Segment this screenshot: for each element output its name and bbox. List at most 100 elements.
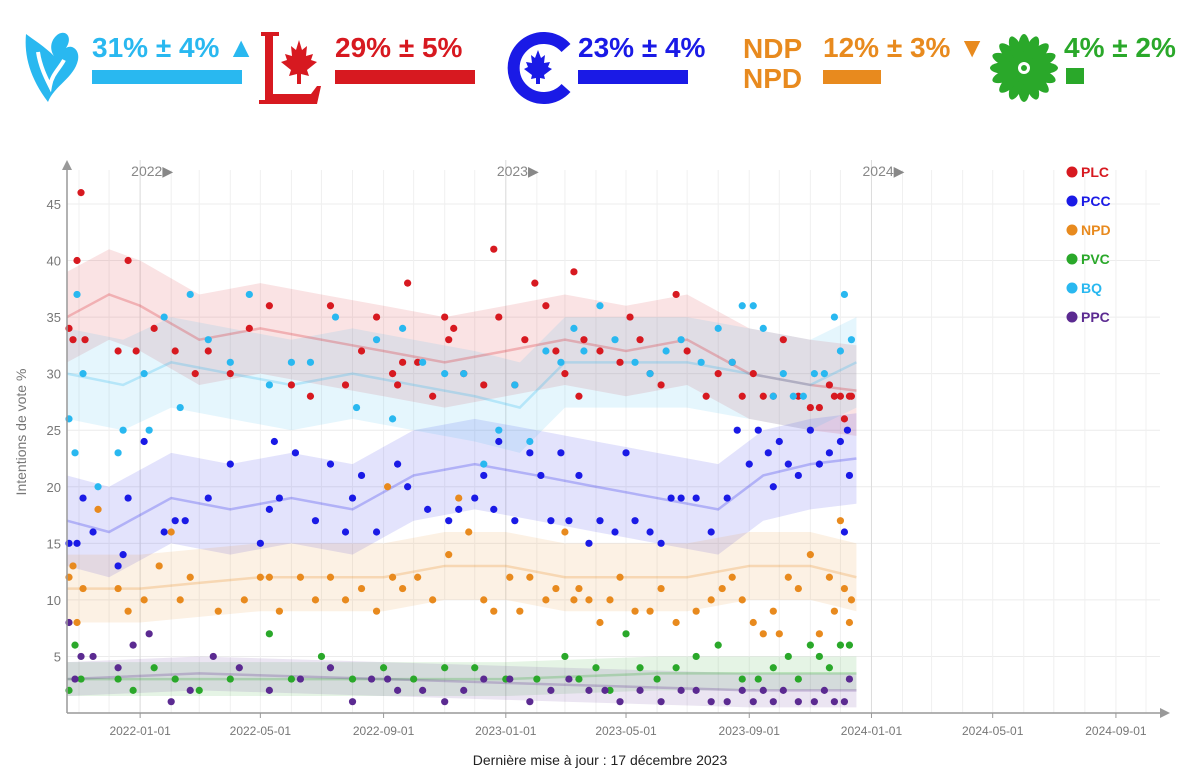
poll-point-pcc[interactable] <box>806 426 814 434</box>
poll-point-plc[interactable] <box>124 256 132 265</box>
poll-point-npd[interactable] <box>728 573 736 581</box>
poll-point-pcc[interactable] <box>394 460 402 468</box>
poll-point-ppc[interactable] <box>186 686 194 694</box>
poll-point-pcc[interactable] <box>707 528 715 536</box>
poll-point-plc[interactable] <box>596 347 604 355</box>
poll-point-ppc[interactable] <box>794 698 802 706</box>
poll-point-pcc[interactable] <box>565 517 573 525</box>
poll-point-pvc[interactable] <box>348 675 357 683</box>
poll-point-bq[interactable] <box>511 381 519 389</box>
poll-point-npd[interactable] <box>794 584 802 593</box>
poll-point-bq[interactable] <box>145 426 153 434</box>
poll-point-plc[interactable] <box>372 313 381 321</box>
poll-point-pvc[interactable] <box>672 664 680 672</box>
poll-point-plc[interactable] <box>552 347 560 355</box>
poll-point-npd[interactable] <box>775 630 783 638</box>
poll-point-pvc[interactable] <box>836 641 845 649</box>
poll-point-ppc[interactable] <box>723 698 731 706</box>
poll-point-plc[interactable] <box>388 370 397 378</box>
poll-point-plc[interactable] <box>191 370 199 378</box>
poll-point-plc[interactable] <box>81 336 89 344</box>
poll-point-plc[interactable] <box>326 302 335 310</box>
poll-point-npd[interactable] <box>692 607 700 615</box>
poll-point-pcc[interactable] <box>204 494 212 502</box>
poll-point-bq[interactable] <box>570 324 578 332</box>
poll-point-bq[interactable] <box>847 336 856 344</box>
poll-point-bq[interactable] <box>372 336 381 344</box>
poll-point-pvc[interactable] <box>317 652 326 661</box>
poll-point-pcc[interactable] <box>723 494 731 502</box>
poll-point-ppc[interactable] <box>657 698 665 706</box>
poll-point-ppc[interactable] <box>419 686 427 694</box>
poll-point-ppc[interactable] <box>601 686 609 694</box>
poll-point-plc[interactable] <box>830 392 839 400</box>
poll-point-bq[interactable] <box>186 290 194 299</box>
poll-point-npd[interactable] <box>806 551 814 559</box>
poll-point-plc[interactable] <box>204 347 212 355</box>
poll-point-bq[interactable] <box>769 392 777 400</box>
poll-point-npd[interactable] <box>357 584 366 593</box>
poll-point-npd[interactable] <box>542 596 550 604</box>
poll-point-npd[interactable] <box>526 573 534 581</box>
poll-point-bq[interactable] <box>114 449 122 457</box>
poll-point-bq[interactable] <box>265 381 273 389</box>
poll-point-npd[interactable] <box>73 618 81 627</box>
poll-point-ppc[interactable] <box>526 698 534 706</box>
poll-point-pvc[interactable] <box>592 664 600 672</box>
poll-point-pvc[interactable] <box>129 686 137 694</box>
poll-point-pvc[interactable] <box>226 675 234 683</box>
poll-point-bq[interactable] <box>799 392 807 400</box>
poll-point-plc[interactable] <box>150 324 158 332</box>
poll-point-pvc[interactable] <box>287 675 296 683</box>
poll-point-ppc[interactable] <box>383 675 392 683</box>
poll-point-plc[interactable] <box>287 381 296 389</box>
poll-point-bq[interactable] <box>245 290 253 299</box>
poll-point-pvc[interactable] <box>784 652 792 661</box>
poll-point-plc[interactable] <box>441 313 449 321</box>
poll-point-npd[interactable] <box>570 596 578 604</box>
poll-point-pcc[interactable] <box>471 494 479 502</box>
poll-point-pvc[interactable] <box>769 664 777 672</box>
poll-point-bq[interactable] <box>677 336 685 344</box>
poll-point-plc[interactable] <box>702 392 710 400</box>
poll-point-pvc[interactable] <box>195 686 203 694</box>
poll-point-npd[interactable] <box>631 607 639 615</box>
poll-point-npd[interactable] <box>616 573 624 581</box>
poll-point-npd[interactable] <box>214 607 222 615</box>
poll-point-pcc[interactable] <box>794 471 802 480</box>
poll-point-plc[interactable] <box>306 392 315 400</box>
poll-point-pcc[interactable] <box>845 471 854 480</box>
poll-point-npd[interactable] <box>383 483 392 491</box>
poll-point-npd[interactable] <box>769 607 777 615</box>
poll-point-npd[interactable] <box>606 596 614 604</box>
poll-point-npd[interactable] <box>815 630 823 638</box>
poll-point-bq[interactable] <box>73 290 81 299</box>
poll-point-plc[interactable] <box>445 336 453 344</box>
poll-point-bq[interactable] <box>714 324 722 332</box>
poll-point-npd[interactable] <box>657 584 665 593</box>
poll-point-pcc[interactable] <box>575 471 583 480</box>
poll-point-plc[interactable] <box>616 358 624 366</box>
poll-point-pcc[interactable] <box>840 528 849 536</box>
poll-point-npd[interactable] <box>845 618 854 627</box>
poll-point-bq[interactable] <box>789 392 797 400</box>
poll-point-plc[interactable] <box>657 381 665 389</box>
poll-point-bq[interactable] <box>495 426 503 434</box>
poll-point-ppc[interactable] <box>820 686 828 694</box>
poll-point-pcc[interactable] <box>784 460 792 468</box>
poll-point-pcc[interactable] <box>357 471 366 480</box>
poll-point-ppc[interactable] <box>547 686 555 694</box>
poll-point-bq[interactable] <box>204 336 212 344</box>
poll-point-pvc[interactable] <box>410 675 418 683</box>
poll-point-pcc[interactable] <box>480 471 488 480</box>
poll-point-npd[interactable] <box>155 562 163 570</box>
poll-point-bq[interactable] <box>287 358 296 366</box>
poll-point-npd[interactable] <box>124 607 132 615</box>
poll-point-pvc[interactable] <box>806 641 814 649</box>
poll-point-plc[interactable] <box>414 358 422 366</box>
poll-point-plc[interactable] <box>749 370 757 378</box>
poll-point-npd[interactable] <box>480 596 488 604</box>
poll-point-plc[interactable] <box>561 370 569 378</box>
poll-point-plc[interactable] <box>683 347 691 355</box>
poll-point-pcc[interactable] <box>646 528 654 536</box>
